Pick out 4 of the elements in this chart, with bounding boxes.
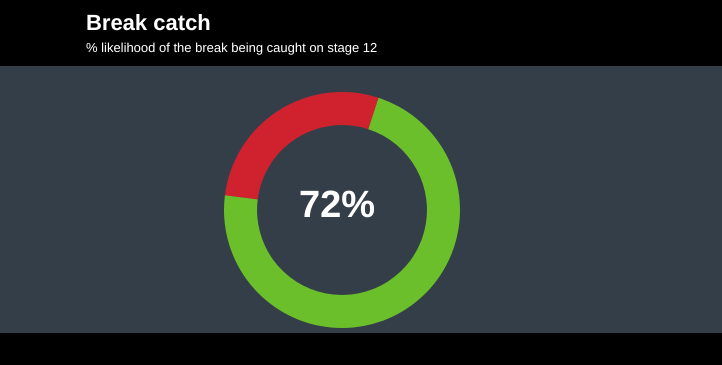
text: 72% bbox=[298, 184, 376, 226]
chart-title: Break catch bbox=[86, 10, 211, 36]
chart-subtitle: % likelihood of the break being caught on stage 12 bbox=[86, 40, 378, 55]
donut-slice bbox=[224, 98, 460, 328]
